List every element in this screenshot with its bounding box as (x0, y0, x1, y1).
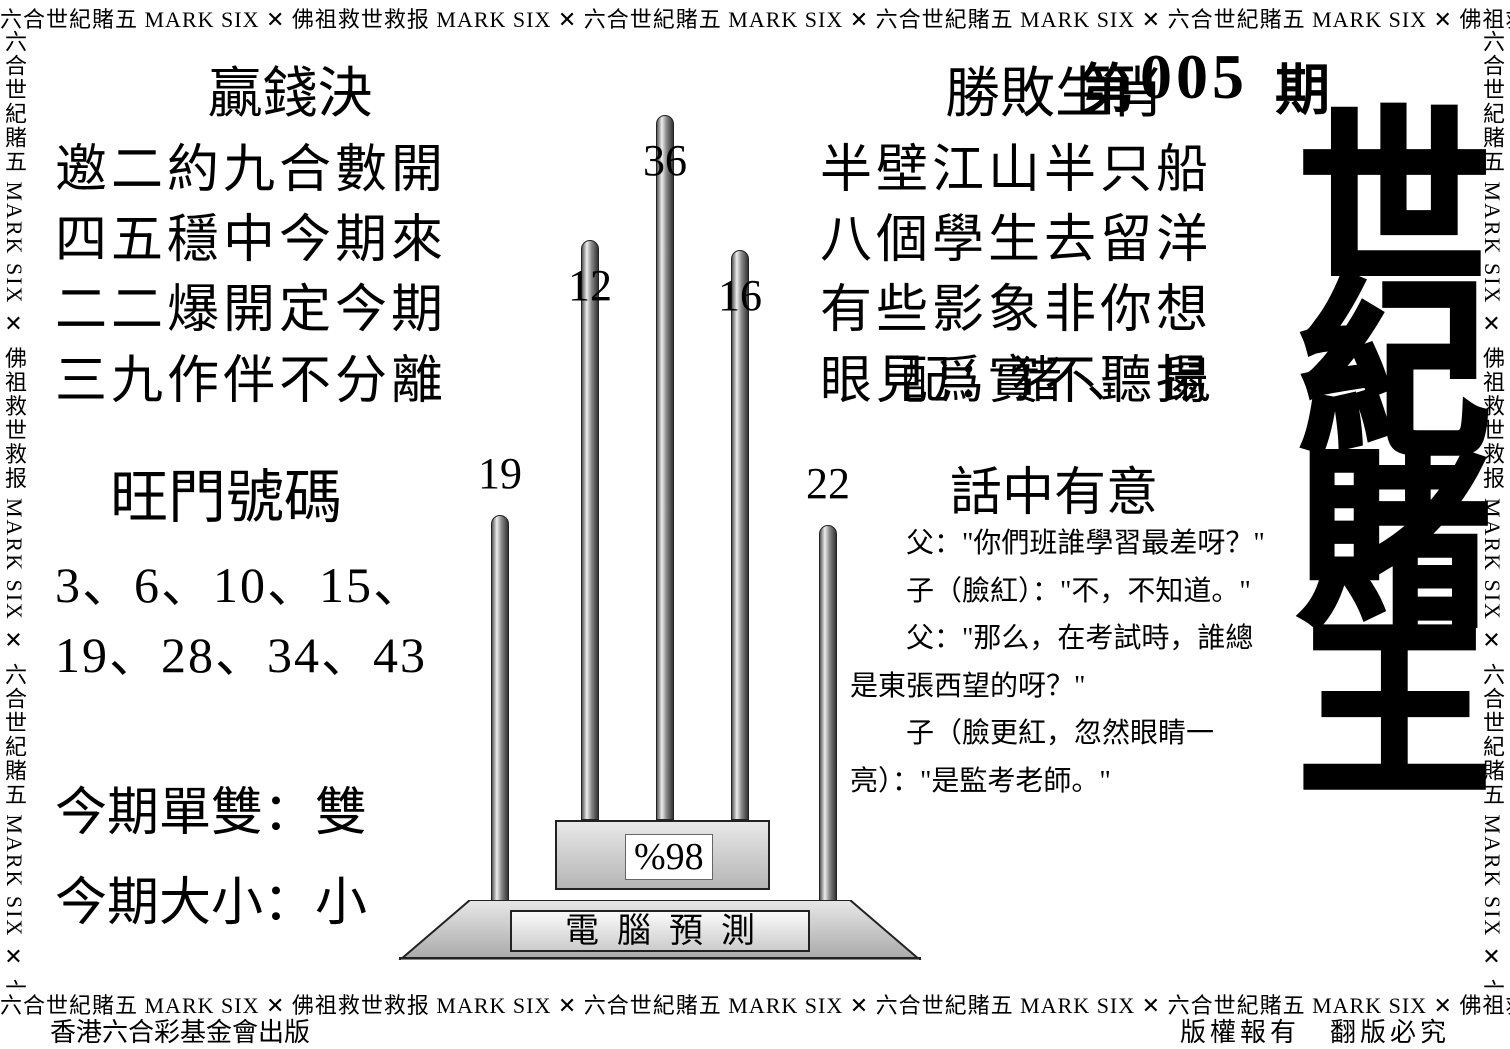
chart-bar-label: 16 (718, 270, 762, 321)
lucky-numbers-title: 旺門號碼 (110, 450, 342, 534)
border-left: 六合世紀賭五 MARK SIX ✕ 佛祖救世救报 MARK SIX ✕ 六合世紀… (2, 30, 30, 990)
chart-bar (491, 515, 509, 905)
big-small: 今期大小：小 (55, 860, 367, 935)
pedestal-label: %98 (625, 834, 713, 880)
chart-bar-label: 22 (806, 458, 850, 509)
chart-base-label: 電腦預測 (510, 910, 810, 952)
border-right: 六合世紀賭五 MARK SIX ✕ 佛祖救世救报 MARK SIX ✕ 六合世紀… (1480, 30, 1508, 990)
chart-bar-label: 12 (568, 260, 612, 311)
footer-publisher: 香港六合彩基金會出版 (50, 1012, 310, 1049)
chart-bar-label: 19 (478, 448, 522, 499)
chart-bar (819, 525, 837, 905)
chart-bar (581, 240, 599, 820)
chart-base: 電腦預測 (380, 890, 940, 980)
chart-bar (731, 250, 749, 820)
lucky-numbers-line: 3、6、10、15、 (55, 545, 425, 617)
chart-bar-label: 36 (643, 135, 687, 186)
odd-even: 今期單雙：雙 (55, 770, 367, 845)
main-title-vertical: 世紀賭王 (1280, 100, 1470, 780)
lucky-numbers-line: 19、28、34、43 (55, 615, 427, 687)
story-title: 話中有意 (950, 450, 1158, 525)
prediction-chart: 19 12 36 16 22 %98 電腦預測 (380, 60, 940, 980)
zodiac-match: 配：猪 、 鼠 (900, 340, 1217, 412)
footer-copyright: 版權報有 翻版必究 (1180, 1012, 1450, 1049)
chart-bar (656, 115, 674, 820)
border-top: 六合世紀賭五 MARK SIX ✕ 佛祖救世救报 MARK SIX ✕ 六合世紀… (0, 2, 1510, 34)
